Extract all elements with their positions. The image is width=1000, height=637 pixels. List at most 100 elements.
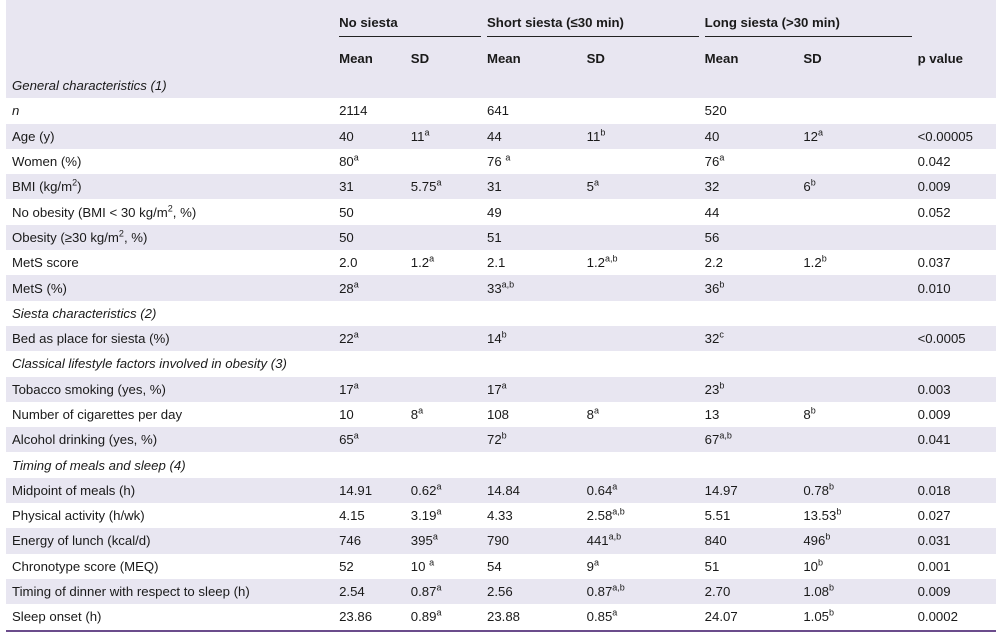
row-label: BMI (kg/m2) xyxy=(6,174,334,200)
mean-cell: 40 xyxy=(698,123,798,149)
section-label: General characteristics (1) xyxy=(6,73,996,99)
header-row-stats: Mean SD Mean SD Mean SD p value xyxy=(6,44,996,73)
sd-cell: 13.53b xyxy=(803,506,842,524)
table-row: n 2114 641 520 xyxy=(6,98,996,123)
table-row: No obesity (BMI < 30 kg/m2, %) 50 49 44 0.05… xyxy=(6,199,996,224)
sd-cell: 0.89a xyxy=(404,604,481,632)
sd-cell: 8a xyxy=(586,405,599,422)
sd-cell: 8a xyxy=(410,405,424,422)
mean-cell: 14.84 xyxy=(480,477,581,504)
table-row: Tobacco smoking (yes, %) 17a 17a 23b 0.003 xyxy=(6,376,996,402)
sd-cell: 0.87a xyxy=(404,578,481,605)
p-value-cell: 0.031 xyxy=(911,528,996,554)
row-label: Alcohol drinking (yes, %) xyxy=(6,427,334,453)
mean-cell: 4.33 xyxy=(486,508,513,524)
sd-cell xyxy=(797,224,912,251)
mean-cell: 76 a xyxy=(486,152,511,170)
sd-cell: 5a xyxy=(580,174,699,200)
sd-cell xyxy=(581,199,699,224)
header-mean: Mean xyxy=(698,44,798,73)
sd-cell xyxy=(581,98,699,123)
sd-cell xyxy=(797,98,911,123)
table-row: MetS (%) 28a 33a,b 36b 0.010 xyxy=(6,275,996,301)
mean-cell: 54 xyxy=(486,558,502,574)
mean-cell: 33a,b xyxy=(480,275,581,301)
row-label: Chronotype score (MEQ) xyxy=(12,558,159,574)
row-label: Tobacco smoking (yes, %) xyxy=(6,376,334,402)
mean-cell: 2.54 xyxy=(333,578,405,605)
mean-cell: 2114 xyxy=(339,103,368,119)
mean-cell: 44 xyxy=(480,123,581,149)
row-label: n xyxy=(12,103,20,119)
p-value-cell: 0.042 xyxy=(917,154,951,170)
sd-cell xyxy=(797,275,912,301)
mean-cell: 746 xyxy=(333,528,405,554)
row-label: Physical activity (h/wk) xyxy=(12,508,145,524)
mean-cell: 2.2 xyxy=(704,255,724,271)
row-label: Number of cigarettes per day xyxy=(12,407,183,422)
header-mean: Mean xyxy=(480,44,581,73)
mean-cell: 23.88 xyxy=(480,604,581,632)
header-sd: SD xyxy=(797,44,912,73)
table-row: Chronotype score (MEQ) 52 10 a 54 9a 51 10b 0.0… xyxy=(6,554,996,579)
row-label: Obesity (≥30 kg/m2, %) xyxy=(6,224,334,251)
mean-cell: 36b xyxy=(698,275,798,301)
sd-cell xyxy=(404,224,481,251)
row-label: MetS score xyxy=(12,255,79,271)
sd-cell: 12a xyxy=(797,123,912,149)
mean-cell: 51 xyxy=(480,224,581,251)
p-value-cell xyxy=(912,98,996,123)
section-header-row: Classical lifestyle factors involved in … xyxy=(6,351,996,376)
table-row: Age (y) 40 11a 44 11b 40 12a <0.00005 xyxy=(6,123,996,149)
sd-cell xyxy=(404,376,481,402)
sd-cell: 496b xyxy=(797,528,912,554)
mean-cell: 49 xyxy=(486,204,502,220)
sd-cell xyxy=(580,427,699,453)
sd-cell: 6b xyxy=(797,174,912,200)
sd-cell xyxy=(580,325,699,352)
p-value-cell: 0.027 xyxy=(917,508,951,524)
sd-cell: 1.08b xyxy=(797,578,912,605)
results-table: No siesta Short siesta (≤30 min) Long si… xyxy=(6,0,996,632)
row-label: MetS (%) xyxy=(6,275,334,301)
mean-cell: 32c xyxy=(698,325,798,352)
p-value-cell: 0.003 xyxy=(911,376,996,402)
sd-cell xyxy=(797,376,912,402)
mean-cell: 51 xyxy=(704,558,720,574)
sd-cell: 1.05b xyxy=(797,604,912,632)
p-value-cell: 0.037 xyxy=(917,255,951,271)
sd-cell: 0.78b xyxy=(797,477,912,504)
row-label: Midpoint of meals (h) xyxy=(6,477,334,504)
p-value-cell xyxy=(911,224,996,251)
mean-cell: 67a,b xyxy=(698,427,798,453)
header-mean: Mean xyxy=(333,44,405,73)
sd-cell: 11b xyxy=(580,123,699,149)
sd-cell: 395a xyxy=(404,528,481,554)
header-p-value: p value xyxy=(911,44,996,73)
mean-cell: 790 xyxy=(480,528,581,554)
mean-cell: 50 xyxy=(339,204,354,220)
mean-cell: 13 xyxy=(704,407,720,422)
section-header-row: Siesta characteristics (2) xyxy=(6,301,996,326)
mean-cell: 22a xyxy=(333,325,405,352)
header-sd: SD xyxy=(404,44,481,73)
sd-cell: 2.58a,b xyxy=(586,506,625,524)
sd-cell: 0.85a xyxy=(580,604,699,632)
mean-cell: 840 xyxy=(698,528,798,554)
p-value-cell: 0.0002 xyxy=(911,604,996,632)
row-label: Energy of lunch (kcal/d) xyxy=(6,528,334,554)
row-label: No obesity (BMI < 30 kg/m2, %) xyxy=(12,203,197,220)
sd-cell: 441a,b xyxy=(580,528,699,554)
mean-cell: 14b xyxy=(480,325,581,352)
sd-cell xyxy=(797,325,912,352)
section-header-row: Timing of meals and sleep (4) xyxy=(6,452,996,477)
mean-cell: 2.1 xyxy=(486,255,506,271)
table-row: Bed as place for siesta (%) 22a 14b 32c <0.0… xyxy=(6,325,996,352)
p-value-cell: 0.009 xyxy=(911,174,996,200)
mean-cell: 14.91 xyxy=(333,477,405,504)
mean-cell: 2.70 xyxy=(698,578,798,605)
sd-cell: 1.2a,b xyxy=(586,253,618,271)
mean-cell: 108 xyxy=(486,407,509,422)
sd-cell xyxy=(404,427,481,453)
sd-cell xyxy=(405,149,481,174)
